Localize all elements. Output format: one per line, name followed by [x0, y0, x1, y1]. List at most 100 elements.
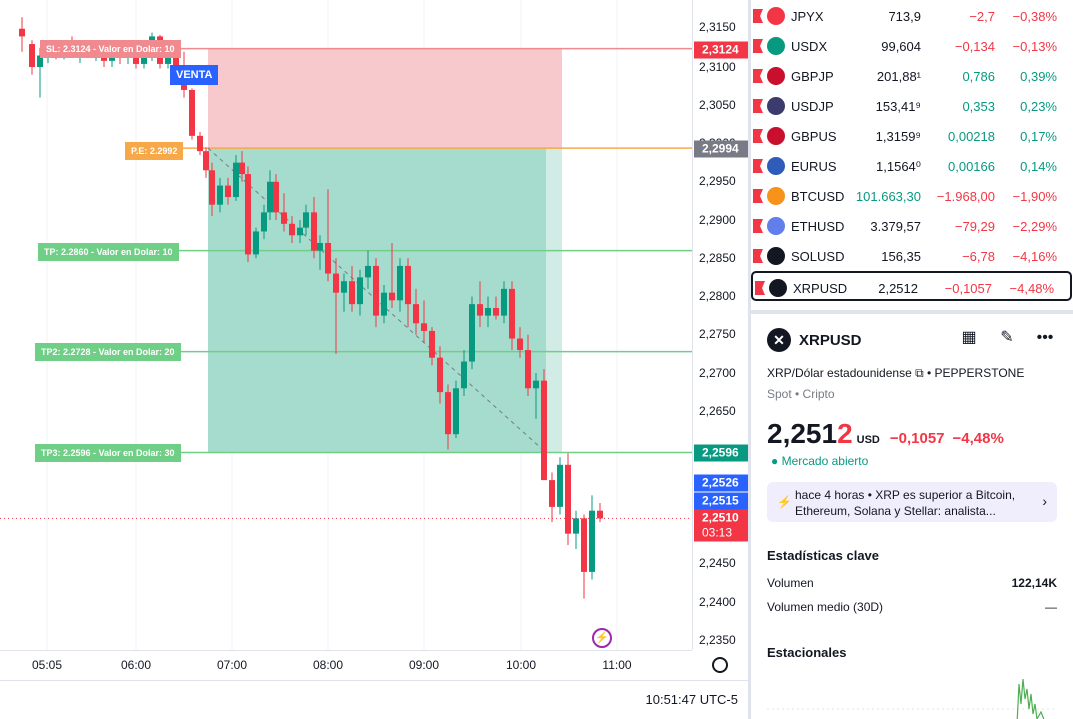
bolt-icon[interactable]: ⚡ — [592, 628, 612, 648]
us-japan-flag-icon — [767, 97, 785, 115]
time-tick: 07:00 — [216, 658, 248, 672]
candle-body — [469, 304, 475, 362]
grid-icon[interactable]: ▦ — [961, 329, 977, 346]
tp1-tag[interactable]: TP: 2.2860 - Valor en Dolar: 10 — [38, 243, 179, 261]
watchlist-row-jpyx[interactable]: JPYX 713,9 −2,7 −0,38% — [751, 1, 1073, 31]
news-card[interactable]: ⚡ hace 4 horas • XRP es superior a Bitco… — [767, 482, 1057, 522]
watchlist-row-btcusd[interactable]: BTCUSD 101.663,30 −1.968,00 −1,90% — [751, 181, 1073, 211]
flag-marker-icon[interactable] — [753, 69, 763, 83]
watchlist-row-gbpus[interactable]: GBPUS 1,3159⁹ 0,00218 0,17% — [751, 121, 1073, 151]
watchlist-row-usdx[interactable]: USDX 99,604 −0,134 −0,13% — [751, 31, 1073, 61]
news-time: hace 4 horas — [795, 488, 865, 502]
candle-body — [317, 242, 323, 251]
candle-body — [565, 464, 571, 534]
venta-tag[interactable]: VENTA — [170, 65, 219, 85]
more-icon[interactable]: ••• — [1036, 329, 1054, 346]
watchlist-symbol: GBPUS — [791, 129, 837, 144]
time-tick: 10:00 — [505, 658, 537, 672]
flag-marker-icon[interactable] — [753, 99, 763, 113]
watchlist-row-xrpusd[interactable]: XRPUSD 2,2512 −0,1057 −4,48% — [751, 271, 1072, 301]
price-change: −0,1057 — [889, 430, 945, 447]
candle-body — [325, 242, 331, 274]
candle-body — [349, 281, 355, 305]
watchlist-change: 0,00218 — [948, 129, 995, 144]
avg-volume-label: Volumen medio (30D) — [767, 600, 884, 614]
flag-marker-icon[interactable] — [753, 189, 763, 203]
symbol-description[interactable]: XRP/Dólar estadounidense ⧉ • PEPPERSTONE — [767, 366, 1025, 380]
watchlist: JPYX 713,9 −2,7 −0,38% USDX 99,604 −0,134 −0,13… — [751, 0, 1073, 302]
flag-marker-icon[interactable] — [753, 159, 763, 173]
candle-body — [477, 304, 483, 316]
watchlist-change-pct: 0,39% — [1020, 69, 1057, 84]
price-tick: 2,2750 — [699, 327, 736, 341]
candle-body — [209, 170, 215, 205]
watchlist-change-pct: −4,48% — [1009, 281, 1054, 296]
bolt-icon: ⚡ — [777, 495, 792, 509]
dollar-icon — [767, 37, 785, 55]
watchlist-last: 713,9 — [888, 9, 921, 24]
avg-volume-value: — — [1045, 600, 1057, 614]
flag-marker-icon[interactable] — [753, 39, 763, 53]
price-tick: 2,2350 — [699, 633, 736, 647]
candle-body — [413, 304, 419, 324]
candle-body — [273, 181, 279, 213]
watchlist-last: 99,604 — [881, 39, 921, 54]
axis-settings-icon[interactable] — [712, 657, 728, 673]
ethereum-icon — [767, 217, 785, 235]
candle-body — [225, 185, 231, 198]
flag-marker-icon[interactable] — [755, 281, 765, 295]
candle-body — [485, 307, 491, 316]
watchlist-row-eurus[interactable]: EURUS 1,1564⁰ 0,00166 0,14% — [751, 151, 1073, 181]
flag-marker-icon[interactable] — [753, 219, 763, 233]
tp3-tag[interactable]: TP3: 2.2596 - Valor en Dolar: 30 — [35, 444, 181, 462]
time-tick: 11:00 — [602, 658, 632, 672]
pe-tag[interactable]: P.E: 2.2992 — [125, 142, 184, 160]
candle-body — [261, 212, 267, 232]
candle-body — [29, 44, 35, 67]
price-tick: 2,2850 — [699, 251, 736, 265]
candle-body — [281, 212, 287, 224]
price-axis[interactable]: 2,3150 2,3100 2,3050 2,3000 2,2950 2,290… — [692, 0, 748, 650]
symbol-subtitle: Spot • Cripto — [767, 387, 835, 401]
candle-body — [557, 464, 563, 507]
chevron-right-icon: › — [1042, 493, 1047, 509]
tp2-tag[interactable]: TP2: 2.2728 - Valor en Dolar: 20 — [35, 343, 181, 361]
details-symbol[interactable]: XRPUSD — [799, 331, 862, 349]
candle-body — [381, 292, 387, 316]
panel-divider[interactable] — [748, 0, 751, 719]
watchlist-row-solusd[interactable]: SOLUSD 156,35 −6,78 −4,16% — [751, 241, 1073, 271]
timezone-clock[interactable]: 10:51:47 UTC-5 — [645, 692, 739, 707]
watchlist-symbol: JPYX — [791, 9, 824, 24]
candle-body — [597, 510, 603, 519]
watchlist-change-pct: −2,29% — [1012, 219, 1057, 234]
candle-body — [549, 480, 555, 507]
flag-marker-icon[interactable] — [753, 129, 763, 143]
price-currency: USD — [856, 434, 880, 446]
watchlist-change-pct: 0,17% — [1020, 129, 1057, 144]
watchlist-row-ethusd[interactable]: ETHUSD 3.379,57 −79,29 −2,29% — [751, 211, 1073, 241]
sl-tag[interactable]: SL: 2.3124 - Valor en Dolar: 10 — [40, 40, 181, 58]
flag-marker-icon[interactable] — [753, 249, 763, 263]
seasonal-sparkline — [767, 678, 1057, 719]
sl-price-label: 2,3124 — [694, 41, 748, 59]
watchlist-symbol: BTCUSD — [791, 189, 845, 204]
price-chart[interactable]: SL: 2.3124 - Valor en Dolar: 10 VENTA P.… — [0, 0, 692, 650]
symbol-details: ✕ XRPUSD ▦ ✎ ••• XRP/Dólar estadounidens… — [751, 310, 1073, 719]
watchlist-change: −2,7 — [969, 9, 995, 24]
time-axis[interactable]: 05:05 06:00 07:00 08:00 09:00 10:00 11:0… — [0, 650, 692, 680]
price-last-digit: 2 — [837, 418, 853, 449]
watchlist-row-gbpjp[interactable]: GBPJP 201,88¹ 0,786 0,39% — [751, 61, 1073, 91]
market-status: ● Mercado abierto — [771, 454, 869, 468]
candle-body — [19, 28, 25, 37]
flag-marker-icon[interactable] — [753, 9, 763, 23]
candle-body — [453, 388, 459, 435]
candle-body — [493, 307, 499, 316]
candlestick-chart[interactable] — [0, 0, 692, 650]
candle-body — [341, 281, 347, 293]
watchlist-row-usdjp[interactable]: USDJP 153,41⁹ 0,353 0,23% — [751, 91, 1073, 121]
candle-body — [501, 288, 507, 316]
candle-body — [437, 357, 443, 393]
edit-icon[interactable]: ✎ — [1000, 329, 1014, 346]
price-tick: 2,2400 — [699, 595, 736, 609]
price-tick: 2,2650 — [699, 404, 736, 418]
